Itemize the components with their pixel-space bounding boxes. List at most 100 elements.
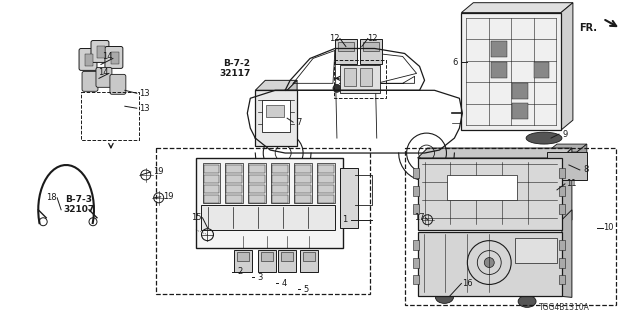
Circle shape: [484, 258, 494, 268]
Bar: [404, 148, 616, 305]
Bar: [413, 204, 419, 214]
Ellipse shape: [518, 295, 536, 307]
Bar: [318, 185, 334, 193]
Polygon shape: [577, 144, 587, 180]
Bar: [250, 175, 265, 183]
Bar: [559, 275, 565, 284]
Bar: [534, 62, 550, 78]
Text: 11: 11: [566, 180, 576, 188]
Ellipse shape: [526, 132, 562, 144]
Text: 5: 5: [303, 285, 308, 294]
Bar: [266, 105, 284, 117]
Bar: [204, 185, 220, 193]
Bar: [81, 92, 139, 140]
Text: 19: 19: [153, 167, 163, 176]
Bar: [559, 168, 565, 178]
Bar: [318, 195, 334, 203]
Bar: [234, 250, 252, 271]
Text: 15: 15: [191, 213, 202, 222]
Bar: [340, 168, 358, 228]
Text: 12: 12: [367, 34, 378, 43]
Polygon shape: [562, 210, 572, 297]
Text: 13: 13: [139, 89, 149, 98]
Bar: [250, 165, 265, 173]
Circle shape: [363, 84, 371, 92]
Polygon shape: [547, 144, 587, 152]
Bar: [85, 54, 93, 67]
Text: 12: 12: [329, 34, 339, 43]
Polygon shape: [255, 80, 297, 90]
Bar: [278, 250, 296, 271]
Text: B-7-2
32117: B-7-2 32117: [219, 59, 250, 78]
Bar: [559, 240, 565, 250]
Bar: [300, 250, 318, 271]
Text: 14: 14: [102, 52, 112, 61]
Bar: [344, 68, 356, 86]
Bar: [318, 165, 334, 173]
Text: 13: 13: [139, 104, 149, 113]
Bar: [204, 195, 220, 203]
Circle shape: [333, 84, 341, 92]
Bar: [262, 100, 290, 132]
Bar: [250, 185, 265, 193]
Bar: [272, 165, 288, 173]
FancyBboxPatch shape: [110, 74, 126, 94]
Bar: [303, 252, 315, 260]
Bar: [413, 258, 419, 268]
Bar: [515, 238, 557, 262]
FancyBboxPatch shape: [105, 46, 123, 68]
Text: 19: 19: [163, 192, 173, 201]
Bar: [156, 148, 370, 294]
Bar: [512, 103, 528, 119]
Bar: [461, 13, 561, 130]
Bar: [491, 62, 507, 78]
Bar: [294, 163, 312, 203]
Polygon shape: [417, 148, 572, 158]
Bar: [417, 232, 562, 296]
Bar: [237, 252, 250, 260]
Bar: [261, 252, 273, 260]
Bar: [417, 158, 562, 230]
Bar: [413, 186, 419, 196]
Text: B-7-3
32107: B-7-3 32107: [63, 195, 95, 214]
Bar: [295, 165, 311, 173]
Text: 17: 17: [414, 213, 425, 222]
Bar: [547, 152, 587, 180]
Bar: [317, 163, 335, 203]
Bar: [295, 175, 311, 183]
Text: 3: 3: [257, 273, 263, 282]
Bar: [248, 163, 266, 203]
Bar: [335, 38, 357, 64]
FancyBboxPatch shape: [96, 68, 112, 87]
Bar: [204, 165, 220, 173]
Bar: [97, 46, 105, 59]
Text: 7: 7: [296, 118, 302, 127]
Polygon shape: [287, 80, 297, 146]
Bar: [272, 175, 288, 183]
Text: 14: 14: [98, 68, 108, 77]
FancyBboxPatch shape: [91, 41, 109, 62]
Bar: [491, 41, 507, 57]
Bar: [512, 83, 528, 99]
Text: 4: 4: [282, 279, 287, 288]
Bar: [227, 185, 243, 193]
Bar: [250, 195, 265, 203]
Bar: [204, 175, 220, 183]
Bar: [259, 250, 276, 271]
Bar: [272, 185, 288, 193]
Ellipse shape: [435, 292, 453, 303]
Text: 10: 10: [604, 223, 614, 232]
Text: 1: 1: [342, 215, 348, 224]
Bar: [202, 163, 220, 203]
Text: 9: 9: [563, 130, 568, 139]
Polygon shape: [561, 3, 573, 130]
Bar: [413, 240, 419, 250]
Bar: [334, 60, 386, 98]
Bar: [360, 68, 372, 86]
Text: 16: 16: [462, 279, 473, 288]
Text: 2: 2: [237, 267, 243, 276]
Bar: [272, 195, 288, 203]
Bar: [200, 205, 335, 230]
Bar: [295, 195, 311, 203]
Bar: [225, 163, 243, 203]
